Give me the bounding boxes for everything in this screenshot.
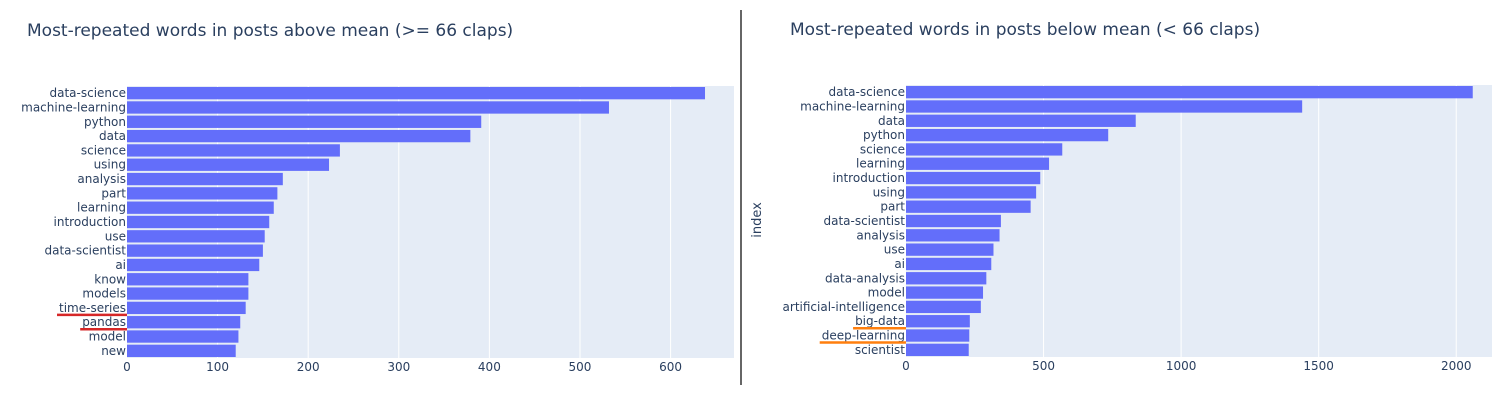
bar	[127, 144, 340, 157]
bar	[906, 128, 1109, 142]
bar	[127, 258, 260, 272]
y-tick-label: part	[880, 200, 905, 214]
bar	[906, 272, 987, 285]
bar	[127, 244, 263, 257]
y-tick-label: machine-learning	[800, 99, 905, 113]
bar	[127, 316, 241, 329]
y-tick-label: use	[105, 229, 126, 243]
y-tick-label: python	[84, 115, 126, 129]
y-tick-label: scientist	[855, 343, 905, 357]
y-tick-label: using	[94, 158, 126, 172]
y-tick-label: python	[863, 128, 905, 142]
y-tick-label: science	[81, 143, 126, 157]
y-tick-label: data-analysis	[825, 271, 905, 285]
bar	[906, 214, 1001, 228]
chart-1: 0 100 200 300 400 500 600 data-sciencemachine-l…	[21, 86, 734, 374]
bar	[127, 87, 706, 100]
chart-2: 0 500 1000 1500 2000 data-sciencemachine-lear…	[783, 85, 1492, 373]
y-tick-label: model	[868, 286, 905, 300]
bar	[127, 215, 270, 229]
bar	[127, 187, 278, 200]
bar	[127, 129, 471, 143]
bar	[906, 100, 1303, 113]
y-tick-label: analysis	[856, 228, 905, 242]
y-tick-label: science	[860, 142, 905, 156]
x-tick-label: 1000	[1166, 359, 1197, 373]
x-tick-label: 500	[1032, 359, 1055, 373]
x-tick-label: 0	[123, 360, 131, 374]
bar	[906, 343, 969, 356]
y-tick-label: ai	[894, 257, 905, 271]
y-tick-label: deep-learning	[822, 329, 905, 343]
bar	[127, 101, 609, 114]
y-tick-label: using	[873, 185, 905, 199]
y-tick-label: models	[82, 287, 126, 301]
chart-2-title: Most-repeated words in posts below mean …	[790, 20, 1260, 40]
y-tick-label: machine-learning	[21, 100, 126, 114]
bar	[127, 172, 283, 186]
bar	[906, 300, 981, 314]
bar	[906, 200, 1031, 213]
bar	[127, 158, 330, 171]
x-tick-label: 500	[569, 360, 592, 374]
x-tick-label: 1500	[1303, 359, 1334, 373]
bar	[906, 315, 970, 328]
bar	[127, 301, 246, 315]
bar	[906, 286, 984, 299]
bar	[127, 115, 482, 128]
bar	[906, 329, 970, 342]
y-tick-label: data-scientist	[44, 244, 126, 258]
x-tick-label: 200	[297, 360, 320, 374]
y-tick-label: big-data	[855, 314, 905, 328]
y-tick-label: introduction	[54, 215, 126, 229]
bar	[127, 344, 236, 357]
x-tick-label: 300	[387, 360, 410, 374]
x-tick-label: 100	[206, 360, 229, 374]
y-tick-label: data-science	[828, 85, 905, 99]
y-tick-label: know	[94, 272, 126, 286]
bar	[906, 229, 1000, 242]
y-tick-label: use	[884, 243, 905, 257]
bar	[906, 243, 994, 256]
y-tick-label: data-science	[49, 86, 126, 100]
y-tick-label: part	[101, 186, 126, 200]
bar	[127, 330, 239, 343]
y-tick-label: data	[878, 114, 905, 128]
y-tick-label: data-scientist	[823, 214, 905, 228]
y-tick-label: ai	[115, 258, 126, 272]
bar	[906, 114, 1136, 127]
y-tick-label: introduction	[833, 171, 905, 185]
y-tick-label: learning	[77, 201, 126, 215]
x-tick-label: 0	[902, 359, 910, 373]
y-tick-label: time-series	[59, 301, 126, 315]
chart-2-ylabel: index	[750, 202, 765, 238]
y-tick-label: data	[99, 129, 126, 143]
bar	[127, 287, 249, 300]
bar	[906, 257, 992, 271]
bar	[906, 186, 1037, 199]
y-tick-label: analysis	[77, 172, 126, 186]
x-tick-label: 2000	[1441, 359, 1472, 373]
y-tick-label: model	[89, 330, 126, 344]
bar	[127, 230, 265, 243]
bar	[906, 86, 1473, 99]
y-tick-label: learning	[856, 157, 905, 171]
bar	[906, 143, 1063, 156]
y-tick-label: artificial-intelligence	[783, 300, 905, 314]
x-tick-label: 600	[659, 360, 682, 374]
y-tick-label: new	[101, 344, 126, 358]
bar	[906, 157, 1050, 170]
chart-1-title: Most-repeated words in posts above mean …	[27, 21, 513, 41]
y-tick-label: pandas	[82, 315, 126, 329]
bar	[127, 273, 249, 286]
x-tick-label: 400	[478, 360, 501, 374]
bar	[906, 171, 1041, 185]
bar	[127, 201, 274, 214]
